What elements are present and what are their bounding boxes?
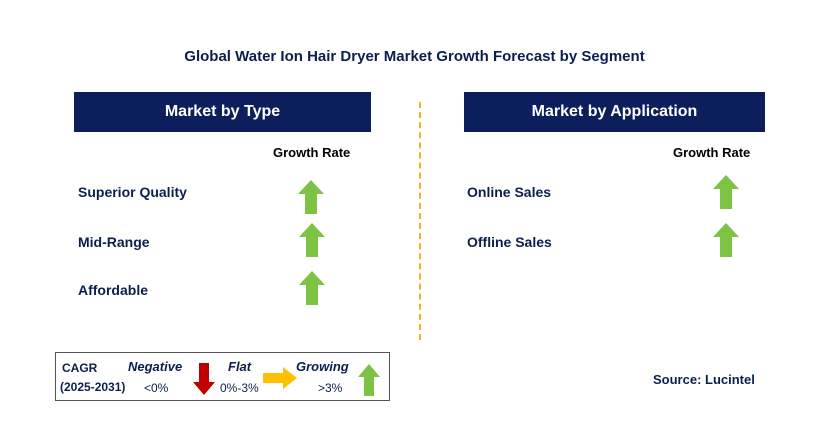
type-row-label-mid-range: Mid-Range bbox=[78, 234, 150, 250]
type-row-label-affordable: Affordable bbox=[78, 282, 148, 298]
growing-arrow-icon bbox=[299, 223, 325, 257]
growing-arrow-icon bbox=[713, 223, 739, 257]
legend-growing-label: Growing bbox=[296, 359, 349, 374]
legend-cagr-label: CAGR bbox=[62, 361, 98, 375]
cagr-legend: CAGR (2025-2031) Negative <0% Flat 0%-3%… bbox=[55, 352, 390, 401]
application-row-label-online-sales: Online Sales bbox=[467, 184, 552, 200]
growing-arrow-icon bbox=[299, 271, 325, 305]
legend-negative-label: Negative bbox=[128, 359, 183, 374]
legend-flat-label: Flat bbox=[228, 359, 252, 374]
negative-arrow-icon bbox=[193, 363, 215, 395]
legend-flat-range: 0%-3% bbox=[220, 381, 259, 395]
panel-divider bbox=[419, 102, 421, 340]
growing-arrow-icon bbox=[713, 175, 739, 209]
market-by-application-header: Market by Application bbox=[464, 92, 765, 132]
type-row-label-superior-quality: Superior Quality bbox=[78, 184, 187, 200]
application-row-label-offline-sales: Offline Sales bbox=[467, 234, 552, 250]
legend-growing-range: >3% bbox=[318, 381, 343, 395]
left-growth-rate-label: Growth Rate bbox=[273, 145, 351, 160]
legend-period-label: (2025-2031) bbox=[60, 380, 126, 394]
growing-arrow-icon bbox=[358, 364, 380, 396]
market-by-type-header: Market by Type bbox=[74, 92, 371, 132]
right-growth-rate-label: Growth Rate bbox=[673, 145, 751, 160]
growing-arrow-icon bbox=[298, 180, 324, 214]
source-label: Source: Lucintel bbox=[653, 372, 755, 387]
legend-negative-range: <0% bbox=[144, 381, 169, 395]
chart-title: Global Water Ion Hair Dryer Market Growt… bbox=[184, 48, 645, 65]
flat-arrow-icon bbox=[263, 367, 297, 389]
